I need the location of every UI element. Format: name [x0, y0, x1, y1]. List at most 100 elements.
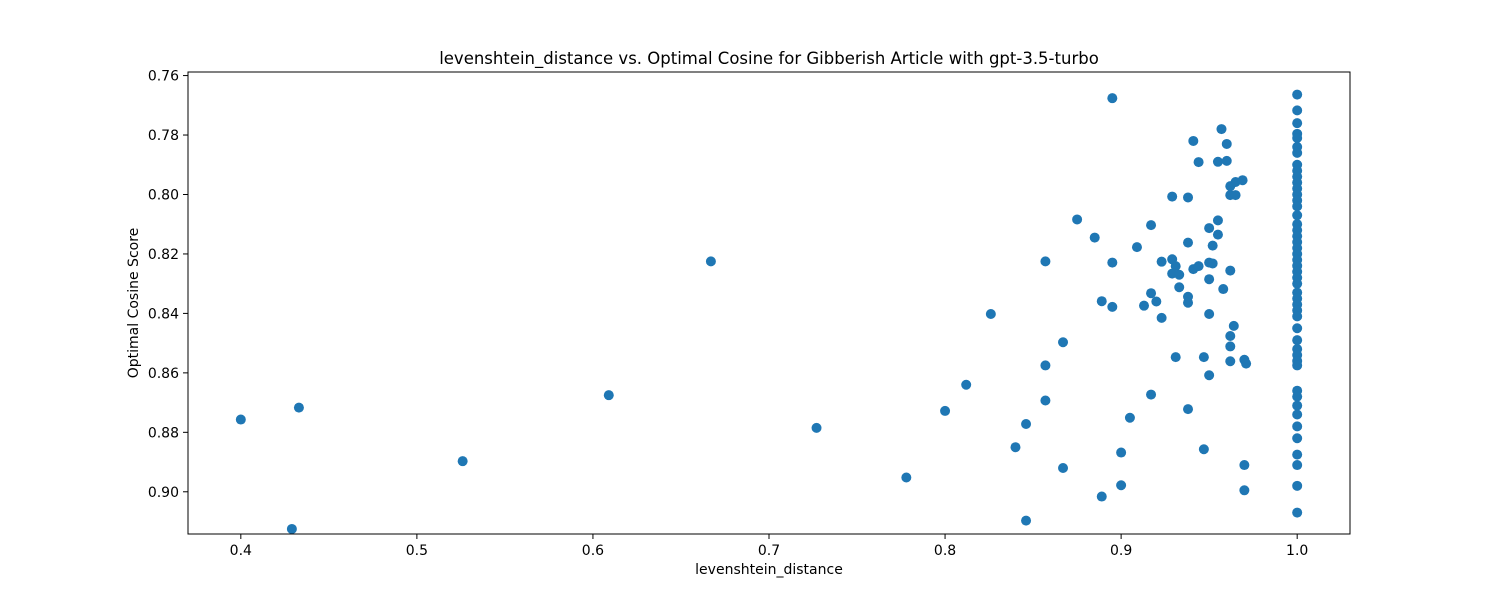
- scatter-point: [1292, 449, 1303, 460]
- y-tick-label: 0.86: [148, 366, 179, 382]
- scatter-point: [1107, 257, 1118, 268]
- scatter-point: [1292, 147, 1303, 158]
- scatter-point: [1212, 156, 1223, 167]
- scatter-point: [1021, 515, 1032, 526]
- scatter-point: [1139, 300, 1150, 311]
- scatter-point: [1292, 391, 1303, 402]
- scatter-point: [1183, 237, 1194, 248]
- x-tick-label: 0.7: [758, 543, 780, 559]
- scatter-point: [1292, 433, 1303, 444]
- y-tick-label: 0.82: [148, 247, 179, 263]
- scatter-point: [1225, 331, 1236, 341]
- scatter-point: [286, 523, 297, 534]
- y-tick-label: 0.76: [148, 69, 179, 85]
- scatter-point: [1225, 356, 1236, 367]
- scatter-point: [1146, 220, 1157, 231]
- scatter-point: [1292, 480, 1303, 491]
- scatter-point: [1198, 444, 1209, 455]
- y-tick-label: 0.88: [148, 425, 179, 441]
- scatter-point: [1225, 265, 1236, 276]
- scatter-point: [1058, 337, 1069, 348]
- scatter-point: [1239, 460, 1250, 471]
- y-tick-label: 0.84: [148, 306, 179, 322]
- scatter-point: [1151, 296, 1162, 307]
- scatter-point: [1116, 447, 1127, 458]
- scatter-point: [293, 402, 304, 413]
- scatter-point: [1212, 229, 1223, 240]
- scatter-point: [1221, 138, 1232, 149]
- scatter-point: [1116, 480, 1127, 491]
- x-tick-label: 0.9: [1110, 543, 1132, 559]
- scatter-point: [1292, 89, 1303, 100]
- x-axis-label: levenshtein_distance: [695, 562, 843, 578]
- scatter-point: [1198, 352, 1209, 363]
- scatter-point: [1292, 409, 1303, 420]
- y-tick-label: 0.78: [148, 128, 179, 144]
- scatter-point: [1239, 485, 1250, 496]
- scatter-point: [1207, 258, 1218, 269]
- scatter-point: [1292, 105, 1303, 116]
- x-tick-label: 0.8: [934, 543, 956, 559]
- x-tick-label: 0.6: [582, 543, 604, 559]
- scatter-point: [1193, 157, 1204, 168]
- scatter-point: [1292, 201, 1303, 212]
- scatter-point: [985, 309, 996, 319]
- scatter-point: [1040, 256, 1051, 267]
- scatter-point: [1216, 124, 1227, 135]
- y-tick-label: 0.90: [148, 485, 179, 501]
- scatter-point: [1212, 215, 1223, 226]
- scatter-points: [235, 89, 1303, 534]
- scatter-point: [1146, 389, 1157, 400]
- scatter-point: [1292, 133, 1303, 143]
- scatter-point: [1096, 296, 1107, 307]
- scatter-point: [1292, 507, 1303, 518]
- scatter-point: [1174, 269, 1185, 280]
- scatter-point: [1225, 341, 1236, 352]
- scatter-point: [1193, 261, 1204, 272]
- scatter-point: [1230, 190, 1241, 201]
- scatter-point: [1010, 442, 1021, 453]
- scatter-point: [1096, 491, 1107, 502]
- scatter-point: [1170, 261, 1181, 272]
- scatter-point: [1174, 282, 1185, 293]
- scatter-point: [1292, 460, 1303, 471]
- scatter-point: [1167, 191, 1178, 202]
- scatter-point: [1204, 370, 1215, 381]
- scatter-point: [1058, 463, 1069, 473]
- scatter-point: [1072, 214, 1083, 225]
- scatter-point: [1183, 297, 1194, 308]
- scatter-point: [1183, 404, 1194, 415]
- scatter-point: [457, 456, 468, 467]
- scatter-point: [811, 422, 822, 433]
- scatter-point: [1218, 284, 1229, 295]
- scatter-point: [940, 405, 951, 416]
- scatter-point: [1146, 288, 1157, 299]
- scatter-point: [1170, 352, 1181, 363]
- scatter-point: [1292, 323, 1303, 334]
- scatter-point: [1207, 240, 1218, 251]
- x-axis: 0.4 0.5 0.6 0.7 0.8 0.9 1.0: [230, 534, 1308, 559]
- scatter-point: [705, 256, 716, 267]
- scatter-point: [1124, 412, 1135, 423]
- y-tick-label: 0.80: [148, 187, 179, 203]
- scatter-point: [901, 472, 912, 483]
- scatter-point: [603, 390, 614, 401]
- scatter-point: [1292, 311, 1303, 322]
- scatter-point: [235, 414, 246, 425]
- scatter-point: [1292, 360, 1303, 371]
- scatter-point: [1204, 223, 1215, 234]
- scatter-point: [1021, 419, 1032, 429]
- scatter-point: [1204, 274, 1215, 285]
- scatter-point: [961, 379, 972, 390]
- scatter-point: [1228, 320, 1239, 331]
- scatter-point: [1040, 360, 1051, 371]
- scatter-point: [1204, 309, 1215, 319]
- x-tick-label: 1.0: [1286, 543, 1308, 559]
- x-tick-label: 0.5: [406, 543, 428, 559]
- x-tick-label: 0.4: [230, 543, 252, 559]
- scatter-point: [1237, 175, 1248, 186]
- scatter-point: [1241, 358, 1252, 369]
- scatter-point: [1188, 135, 1199, 146]
